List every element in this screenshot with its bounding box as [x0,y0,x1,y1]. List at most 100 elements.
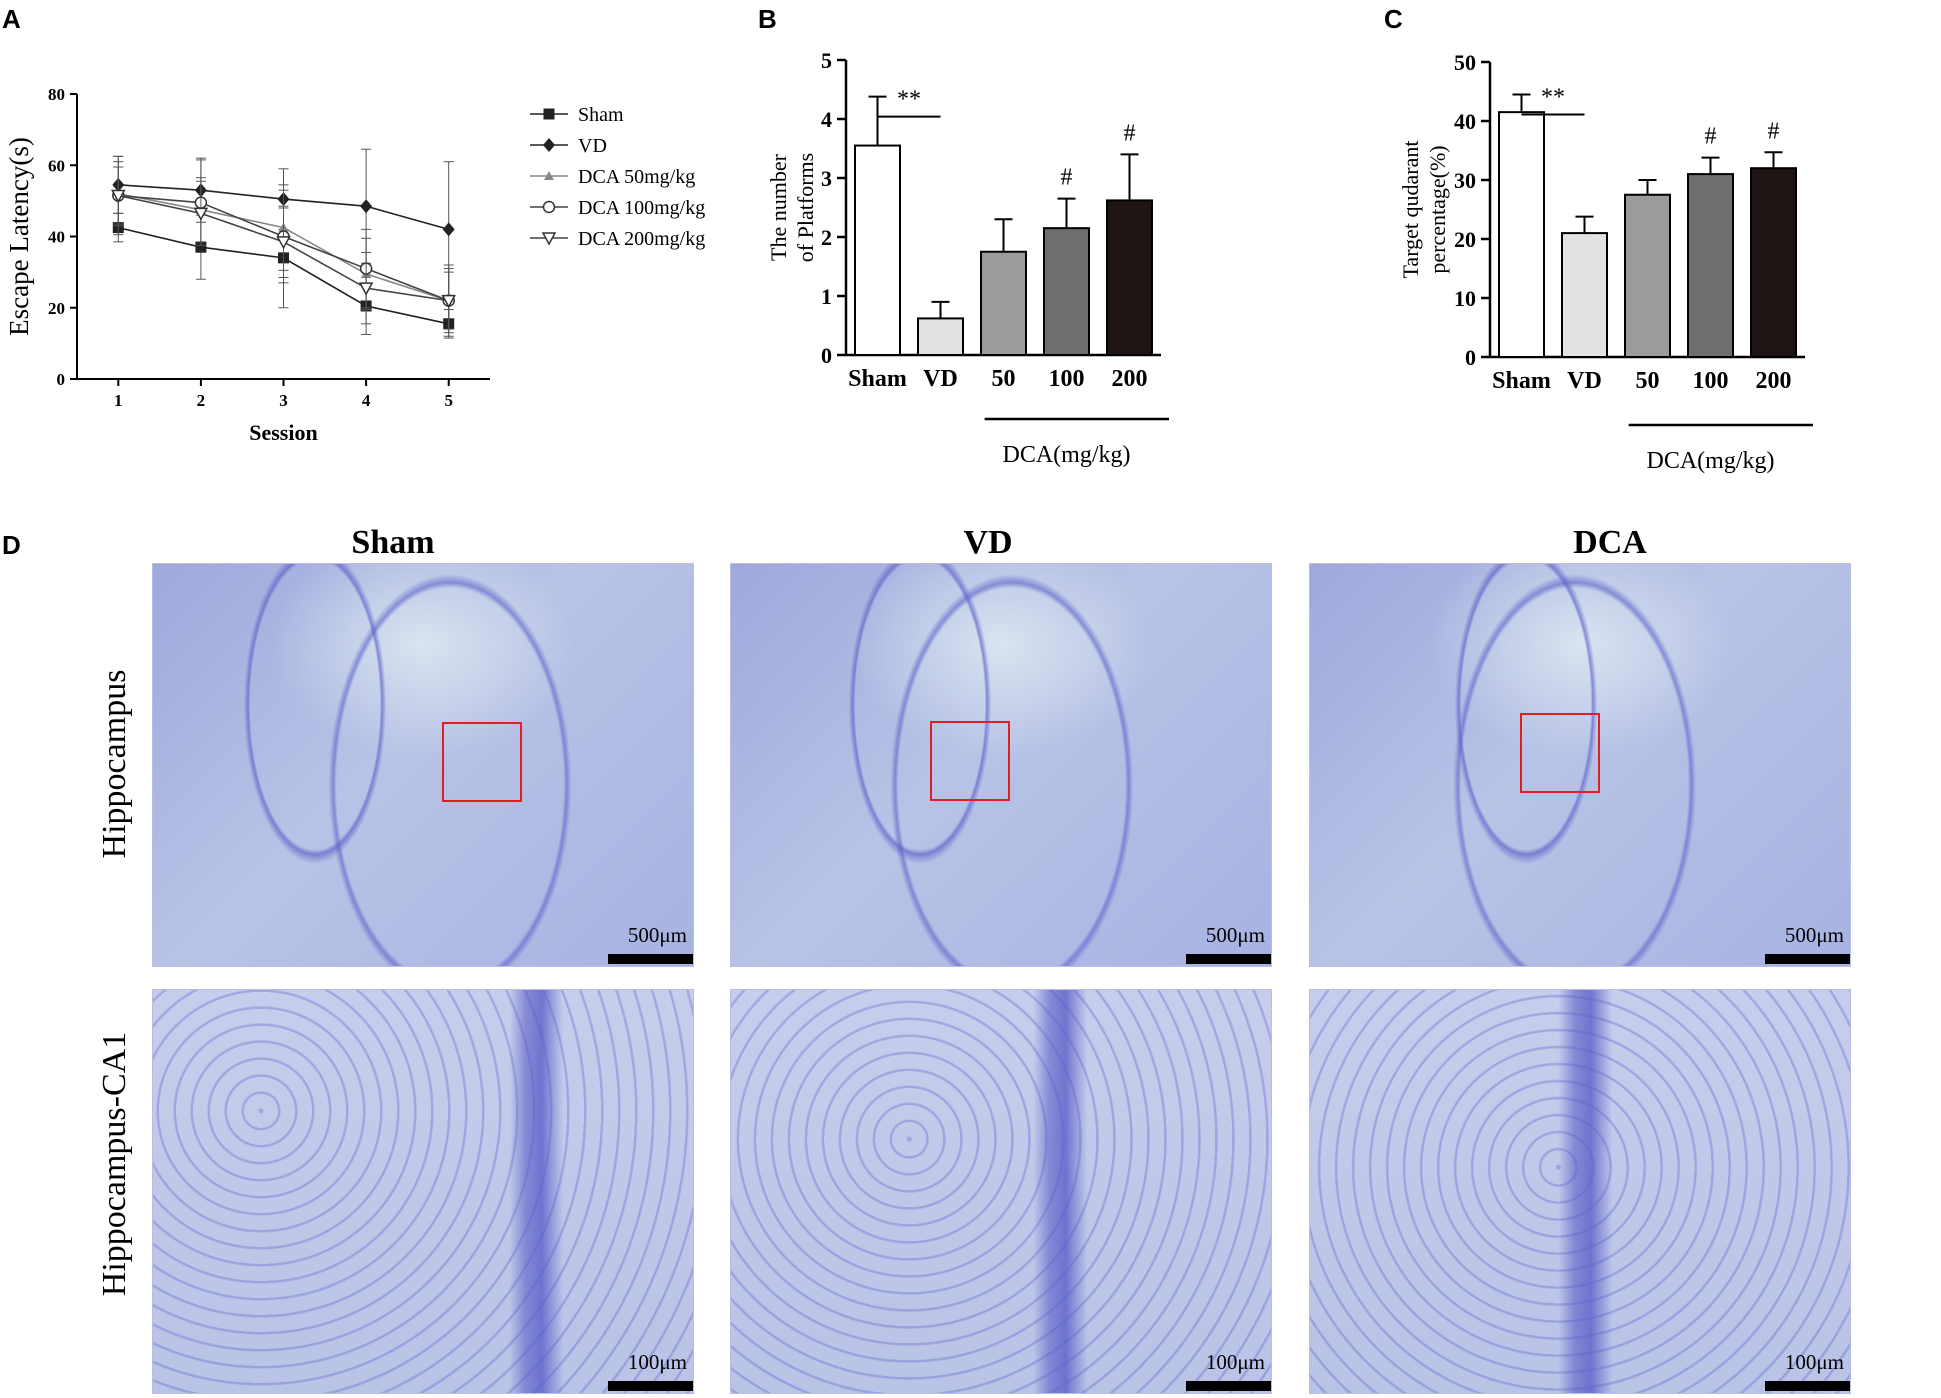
line-chart-escape-latency: 0 20 40 60 80 1 2 3 4 5 Session Escape Latency(s) Sh… [0,40,750,500]
data-point [195,208,207,219]
scale-bar-label: 100μm [1785,1350,1844,1375]
legend-label: DCA 100mg/kg [578,197,705,219]
y-tick-label: 50 [1454,50,1476,75]
group-label: DCA(mg/kg) [1647,448,1775,474]
panel-letter-a: A [2,4,21,35]
x-tick-label: 100 [1049,366,1085,392]
scale-bar [608,1381,693,1391]
y-tick-label: 2 [821,225,832,250]
roi-box-dca [1520,713,1600,793]
bar-100 [1688,174,1733,357]
column-title-dca: DCA [1490,524,1730,562]
bar-50 [981,252,1026,355]
panel-letter-c: C [1384,4,1403,35]
scale-bar-label: 500μm [1206,923,1265,948]
data-point [443,222,455,236]
significance-hash: # [1061,165,1073,191]
scale-bar-label: 500μm [628,923,687,948]
legend-entry: DCA 100mg/kg [530,197,705,219]
x-tick-label: VD [1567,368,1602,394]
scale-bar-label: 500μm [1785,923,1844,948]
bar-sham [1499,112,1544,357]
significance-marker: ** [897,87,921,113]
y-tick-label: 40 [48,228,65,247]
scale-bar-label: 100μm [1206,1350,1265,1375]
y-tick-label: 0 [1465,345,1476,370]
micrograph-vd-ca1: 100μm [730,989,1272,1394]
y-tick-label: 40 [1454,109,1476,134]
y-tick-label: 4 [821,107,832,132]
bar-100 [1044,228,1089,355]
y-tick-label: 0 [57,370,66,389]
legend-label: Sham [578,104,624,126]
row-title-hippocampus: Hippocampus [96,644,134,884]
y-tick-label: 30 [1454,168,1476,193]
x-tick-label: 50 [1636,368,1660,394]
x-tick-label: 200 [1756,368,1792,394]
panel-letter-b: B [758,4,777,35]
legend-marker [543,138,555,152]
roi-box-vd [930,721,1010,801]
micrograph-dca-ca1: 100μm [1309,989,1851,1394]
micrograph-sham-overview: 500μm [152,563,694,967]
scale-bar [1186,1381,1271,1391]
y-tick-label: 20 [48,299,65,318]
x-tick-label: 1 [114,391,123,410]
column-title-sham: Sham [273,524,513,562]
legend-entry: DCA 50mg/kg [530,166,695,188]
y-tick-label: 60 [48,156,65,175]
y-axis-title: Target qudarantpercentage(%) [1398,141,1450,279]
y-tick-label: 80 [48,85,65,104]
y-tick-label: 0 [821,343,832,368]
bar-sham [855,146,900,355]
x-tick-label: 2 [197,391,206,410]
panel-letter-d: D [2,530,21,561]
legend-label: DCA 200mg/kg [578,228,705,250]
legend-label: VD [578,135,607,157]
x-tick-label: 50 [992,366,1016,392]
legend-marker [544,202,555,213]
bar-vd [918,318,963,355]
legend-marker [544,109,555,120]
x-tick-label: Sham [1492,368,1551,394]
y-tick-label: 20 [1454,227,1476,252]
scale-bar [1765,1381,1850,1391]
y-axis-title: Escape Latency(s) [4,137,34,336]
x-axis-title: Session [249,420,317,445]
x-tick-label: 200 [1112,366,1148,392]
bar-200 [1107,200,1152,355]
bar-chart-platform-crossings: 0 1 2 3 4 5 Sham VD 50 100 200 ** # # DCA(mg/kg) The nu… [760,40,1320,500]
data-point [278,237,290,248]
scale-bar [608,954,693,964]
x-tick-label: Sham [848,366,907,392]
y-tick-label: 1 [821,284,832,309]
x-tick-label: VD [923,366,958,392]
legend-entry: Sham [530,104,624,126]
x-tick-label: 100 [1693,368,1729,394]
scale-bar-label: 100μm [628,1350,687,1375]
micrograph-sham-ca1: 100μm [152,989,694,1394]
y-axis-title: The numberof Platforms [766,153,818,262]
y-tick-label: 3 [821,166,832,191]
roi-box-sham [442,722,522,802]
x-tick-label: 5 [444,391,453,410]
scale-bar [1186,954,1271,964]
significance-hash: # [1124,120,1136,146]
scale-bar [1765,954,1850,964]
y-tick-label: 5 [821,48,832,73]
row-title-hippocampus-ca1: Hippocampus-CA1 [96,1014,134,1314]
bar-vd [1562,233,1607,357]
column-title-vd: VD [868,524,1108,562]
group-label: DCA(mg/kg) [1003,442,1131,468]
legend-entry: VD [530,135,607,157]
significance-hash: # [1705,124,1717,150]
x-tick-label: 3 [279,391,288,410]
significance-hash: # [1768,118,1780,144]
x-tick-label: 4 [362,391,371,410]
legend-entry: DCA 200mg/kg [530,228,705,250]
bar-50 [1625,195,1670,357]
bar-chart-target-quadrant: 0 10 20 30 40 50 Sham VD 50 100 200 ** # # DCA(mg/kg) T… [1380,40,1940,500]
legend-label: DCA 50mg/kg [578,166,695,188]
bar-200 [1751,168,1796,357]
y-tick-label: 10 [1454,286,1476,311]
